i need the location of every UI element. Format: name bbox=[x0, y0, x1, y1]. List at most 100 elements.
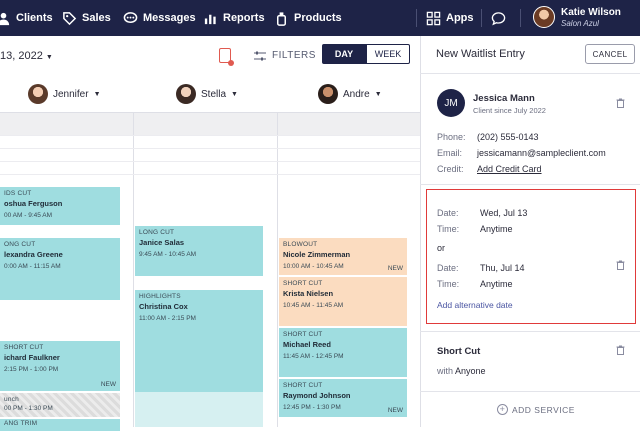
date-value[interactable]: Wed, Jul 13 bbox=[480, 208, 528, 218]
add-alternative-date-link[interactable]: Add alternative date bbox=[437, 300, 513, 310]
time-value[interactable]: Anytime bbox=[480, 224, 513, 234]
view-day-button[interactable]: DAY bbox=[322, 44, 366, 64]
appointment-time: 11:00 AM - 2:15 PM bbox=[139, 315, 196, 322]
divider bbox=[420, 391, 640, 392]
provider-value: Anyone bbox=[455, 366, 486, 376]
appointment-service: SHORT CUT bbox=[283, 331, 323, 338]
chevron-down-icon: ▼ bbox=[93, 90, 101, 98]
waitlist-icon[interactable] bbox=[219, 48, 234, 66]
date-value[interactable]: Thu, Jul 14 bbox=[480, 263, 525, 273]
chevron-down-icon: ▼ bbox=[45, 54, 53, 61]
time-slot-line bbox=[0, 174, 420, 175]
nav-products[interactable]: Products bbox=[274, 0, 342, 36]
appointment-card[interactable]: ONG CUT lexandra Greene 0:00 AM - 11:15 … bbox=[0, 238, 120, 300]
appointment-client: Raymond Johnson bbox=[283, 391, 351, 400]
chevron-down-icon: ▼ bbox=[231, 90, 238, 98]
appointment-service: ONG CUT bbox=[4, 241, 36, 248]
panel-title: New Waitlist Entry bbox=[436, 48, 525, 60]
appointment-time: 11:45 AM - 12:45 PM bbox=[283, 353, 344, 360]
appointment-card[interactable]: BLOWOUT Nicole Zimmerman 10:00 AM - 10:4… bbox=[279, 238, 407, 275]
time-label: Time: bbox=[437, 224, 460, 234]
tag-icon bbox=[63, 11, 77, 25]
nav-label: Products bbox=[294, 12, 342, 24]
trash-icon[interactable] bbox=[616, 345, 625, 355]
staff-selector-andre[interactable]: Andre ▼ bbox=[318, 84, 382, 104]
nav-sales[interactable]: Sales bbox=[62, 0, 111, 36]
nav-messages[interactable]: Messages bbox=[123, 0, 196, 36]
email-label: Email: bbox=[437, 148, 463, 158]
email-value: jessicamann@sampleclient.com bbox=[477, 148, 606, 158]
cancel-button[interactable]: CANCEL bbox=[585, 44, 635, 64]
sliders-icon bbox=[254, 51, 266, 60]
user-avatar[interactable] bbox=[533, 6, 555, 28]
nav-reports[interactable]: Reports bbox=[203, 0, 265, 36]
date-label: Date: bbox=[437, 263, 459, 273]
date-selector[interactable]: 13, 2022 ▼ bbox=[0, 50, 53, 62]
divider bbox=[420, 184, 640, 185]
nav-chat-button[interactable] bbox=[491, 0, 506, 36]
blocked-time[interactable]: unch 00 PM - 1:30 PM bbox=[0, 393, 120, 417]
new-badge: NEW bbox=[387, 265, 403, 272]
date-label: 13, 2022 bbox=[0, 50, 43, 62]
avatar bbox=[176, 84, 196, 104]
divider bbox=[420, 73, 640, 74]
filters-label: FILTERS bbox=[272, 50, 316, 61]
service-name[interactable]: Short Cut bbox=[437, 346, 481, 357]
filters-button[interactable]: FILTERS bbox=[254, 50, 316, 61]
appointment-client: lexandra Greene bbox=[4, 250, 63, 259]
appointment-service: SHORT CUT bbox=[283, 382, 323, 389]
avatar bbox=[28, 84, 48, 104]
staff-name: Andre bbox=[343, 88, 370, 100]
trash-icon[interactable] bbox=[616, 98, 625, 108]
time-label: Time: bbox=[437, 279, 460, 289]
avatar bbox=[318, 84, 338, 104]
trash-icon[interactable] bbox=[616, 260, 625, 270]
appointment-card[interactable]: SHORT CUT Krista Nielsen 10:45 AM - 11:4… bbox=[279, 277, 407, 326]
nav-label: Apps bbox=[446, 12, 474, 24]
bottle-icon bbox=[277, 11, 286, 26]
appointment-service: ANG TRIM bbox=[4, 420, 38, 427]
date-options-highlight bbox=[426, 189, 636, 324]
divider bbox=[420, 331, 640, 332]
appointment-card[interactable]: SHORT CUT ichard Faulkner 2:15 PM - 1:00… bbox=[0, 341, 120, 391]
appointment-card[interactable]: IDS CUT oshua Ferguson 00 AM - 9:45 AM bbox=[0, 187, 120, 225]
appointment-time: 10:00 AM - 10:45 AM bbox=[283, 263, 344, 270]
appointment-time: 2:15 PM - 1:00 PM bbox=[4, 366, 59, 373]
appointment-service: unch bbox=[4, 396, 19, 403]
appointment-card[interactable]: ANG TRIM bbox=[0, 419, 120, 431]
appointment-client: Krista Nielsen bbox=[283, 289, 334, 298]
appointment-time: 0:00 AM - 11:15 AM bbox=[4, 263, 61, 270]
add-credit-card-link[interactable]: Add Credit Card bbox=[477, 164, 542, 174]
view-week-button[interactable]: WEEK bbox=[366, 44, 410, 64]
appointment-client: oshua Ferguson bbox=[4, 199, 63, 208]
nav-apps[interactable]: Apps bbox=[426, 0, 474, 36]
staff-selector-stella[interactable]: Stella ▼ bbox=[176, 84, 238, 104]
appointment-service: SHORT CUT bbox=[283, 280, 323, 287]
nav-clients[interactable]: Clients bbox=[0, 0, 53, 36]
appointment-card[interactable]: LONG CUT Janice Salas 9:45 AM - 10:45 AM bbox=[135, 226, 263, 276]
divider bbox=[0, 112, 420, 113]
nav-label: Messages bbox=[143, 12, 196, 24]
appointment-service: BLOWOUT bbox=[283, 241, 318, 248]
time-value[interactable]: Anytime bbox=[480, 279, 513, 289]
closed-hours-band bbox=[0, 113, 133, 135]
appointment-service: IDS CUT bbox=[4, 190, 32, 197]
user-name[interactable]: Katie Wilson bbox=[561, 7, 621, 18]
phone-value: (202) 555-0143 bbox=[477, 132, 539, 142]
add-service-button[interactable]: + ADD SERVICE bbox=[497, 404, 575, 415]
appointment-time: 9:45 AM - 10:45 AM bbox=[139, 251, 197, 258]
appointment-card[interactable]: SHORT CUT Raymond Johnson 12:45 PM - 1:3… bbox=[279, 379, 407, 417]
bar-chart-icon bbox=[204, 14, 216, 24]
top-navigation-bar: Clients Sales Messages Reports Products … bbox=[0, 0, 640, 36]
new-badge: NEW bbox=[387, 407, 403, 414]
user-icon bbox=[0, 12, 10, 25]
service-provider[interactable]: with Anyone bbox=[437, 366, 486, 376]
appointment-card[interactable]: SHORT CUT Michael Reed 11:45 AM - 12:45 … bbox=[279, 328, 407, 377]
phone-label: Phone: bbox=[437, 132, 466, 142]
client-since: Client since July 2022 bbox=[473, 106, 546, 115]
client-name[interactable]: Jessica Mann bbox=[473, 93, 535, 104]
staff-selector-jennifer[interactable]: Jennifer ▼ bbox=[28, 84, 101, 104]
appointment-card-continued[interactable] bbox=[135, 392, 263, 427]
plus-circle-icon: + bbox=[497, 404, 508, 415]
appointment-card[interactable]: HIGHLIGHTS Christina Cox 11:00 AM - 2:15… bbox=[135, 290, 263, 392]
